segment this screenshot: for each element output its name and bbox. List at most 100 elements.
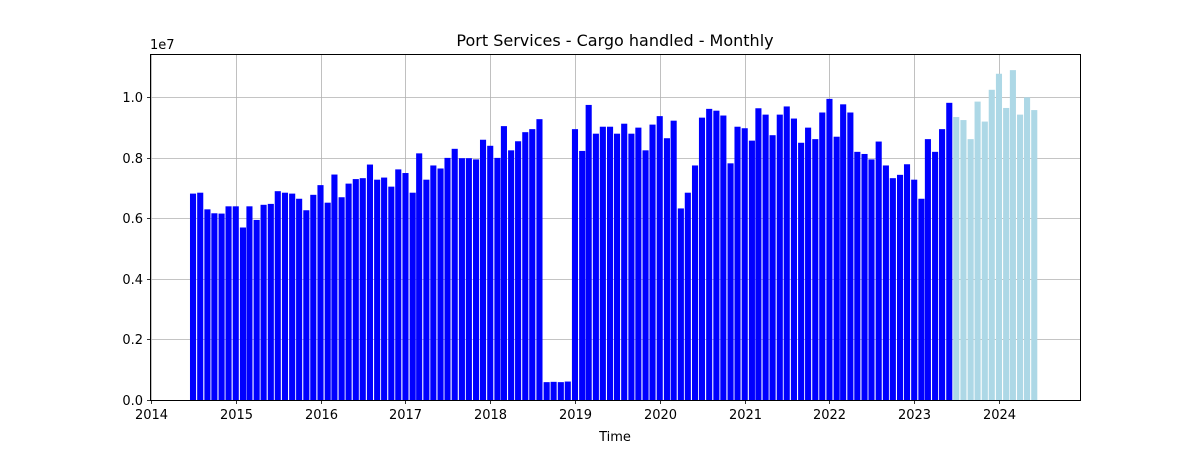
bar — [522, 132, 529, 401]
bar — [543, 382, 550, 400]
bar — [833, 136, 840, 400]
bar — [706, 108, 713, 401]
bar — [444, 157, 451, 400]
bar — [388, 186, 395, 400]
bar — [713, 110, 720, 401]
bar — [606, 126, 614, 400]
bar — [783, 106, 790, 400]
bar — [345, 183, 352, 400]
bar — [847, 112, 854, 400]
bar — [451, 148, 458, 400]
y-tick-label: 0.6 — [122, 212, 143, 227]
bar — [359, 178, 366, 400]
bar — [967, 139, 974, 400]
bar — [225, 206, 232, 400]
y-tick-label: 1.0 — [122, 91, 143, 106]
bar — [762, 114, 769, 401]
y-tick-label: 0.0 — [122, 394, 143, 409]
bar — [656, 116, 663, 400]
bar — [536, 119, 543, 400]
bar — [550, 381, 557, 400]
bar — [642, 150, 649, 400]
bar — [296, 198, 303, 400]
bar — [374, 179, 381, 400]
x-tick-label: 2022 — [813, 408, 846, 423]
bar — [585, 104, 592, 401]
bar — [281, 192, 289, 400]
bar — [854, 151, 861, 400]
bar — [500, 126, 507, 401]
bar — [571, 129, 579, 400]
bar — [494, 157, 501, 400]
bar — [437, 168, 444, 400]
bar — [798, 142, 805, 400]
bar — [924, 139, 931, 400]
bar — [755, 108, 762, 400]
x-tick-label: 2019 — [559, 408, 592, 423]
bar — [508, 150, 515, 400]
bar — [246, 206, 253, 400]
bar — [515, 141, 522, 400]
x-tick-label: 2017 — [389, 408, 422, 423]
bar — [1003, 107, 1010, 401]
bar — [487, 145, 494, 400]
bar — [239, 227, 246, 400]
bar — [579, 150, 586, 400]
bar — [1031, 110, 1038, 400]
bar — [204, 209, 211, 400]
bar — [677, 208, 684, 400]
y-tick-label: 0.8 — [122, 152, 143, 167]
bar — [465, 158, 472, 400]
bar — [776, 114, 783, 401]
plot-frame — [150, 54, 1081, 401]
bar — [635, 127, 642, 400]
bar — [260, 204, 267, 400]
bar — [840, 104, 847, 400]
bar — [331, 174, 338, 400]
x-tick-label: 2015 — [220, 408, 253, 423]
bar — [395, 169, 402, 400]
bar — [953, 117, 960, 400]
bar — [423, 179, 430, 400]
bar — [352, 179, 359, 400]
bar — [691, 165, 699, 400]
bar — [338, 197, 345, 400]
bar — [790, 118, 797, 401]
bar — [458, 158, 465, 400]
bar — [232, 206, 239, 400]
bar — [903, 164, 911, 400]
x-tick-label: 2016 — [305, 408, 338, 423]
bar — [946, 102, 953, 400]
bars — [189, 70, 1038, 401]
bar — [1024, 97, 1031, 401]
bar — [529, 129, 536, 400]
bar — [310, 194, 317, 400]
bar — [1009, 70, 1016, 400]
x-tick-label: 2018 — [474, 408, 507, 423]
x-tick-label: 2023 — [898, 408, 931, 423]
bar — [409, 192, 416, 400]
bar — [628, 133, 635, 400]
bar — [741, 128, 748, 401]
bar — [189, 193, 197, 400]
bar — [649, 124, 656, 401]
bar — [324, 202, 331, 400]
bar — [911, 179, 918, 400]
bar — [897, 174, 904, 400]
bar — [875, 141, 882, 401]
bar — [748, 140, 755, 400]
bar — [805, 127, 812, 400]
bar — [592, 133, 599, 400]
bar — [727, 163, 734, 400]
bar — [613, 133, 621, 400]
bar — [289, 193, 296, 400]
bar — [366, 164, 374, 400]
y-tick-label: 0.4 — [122, 273, 143, 288]
bar — [218, 213, 225, 400]
x-axis-label: Time — [598, 430, 631, 445]
bar — [253, 219, 260, 400]
bar — [621, 123, 628, 400]
bar — [826, 98, 833, 400]
bar — [882, 165, 889, 400]
